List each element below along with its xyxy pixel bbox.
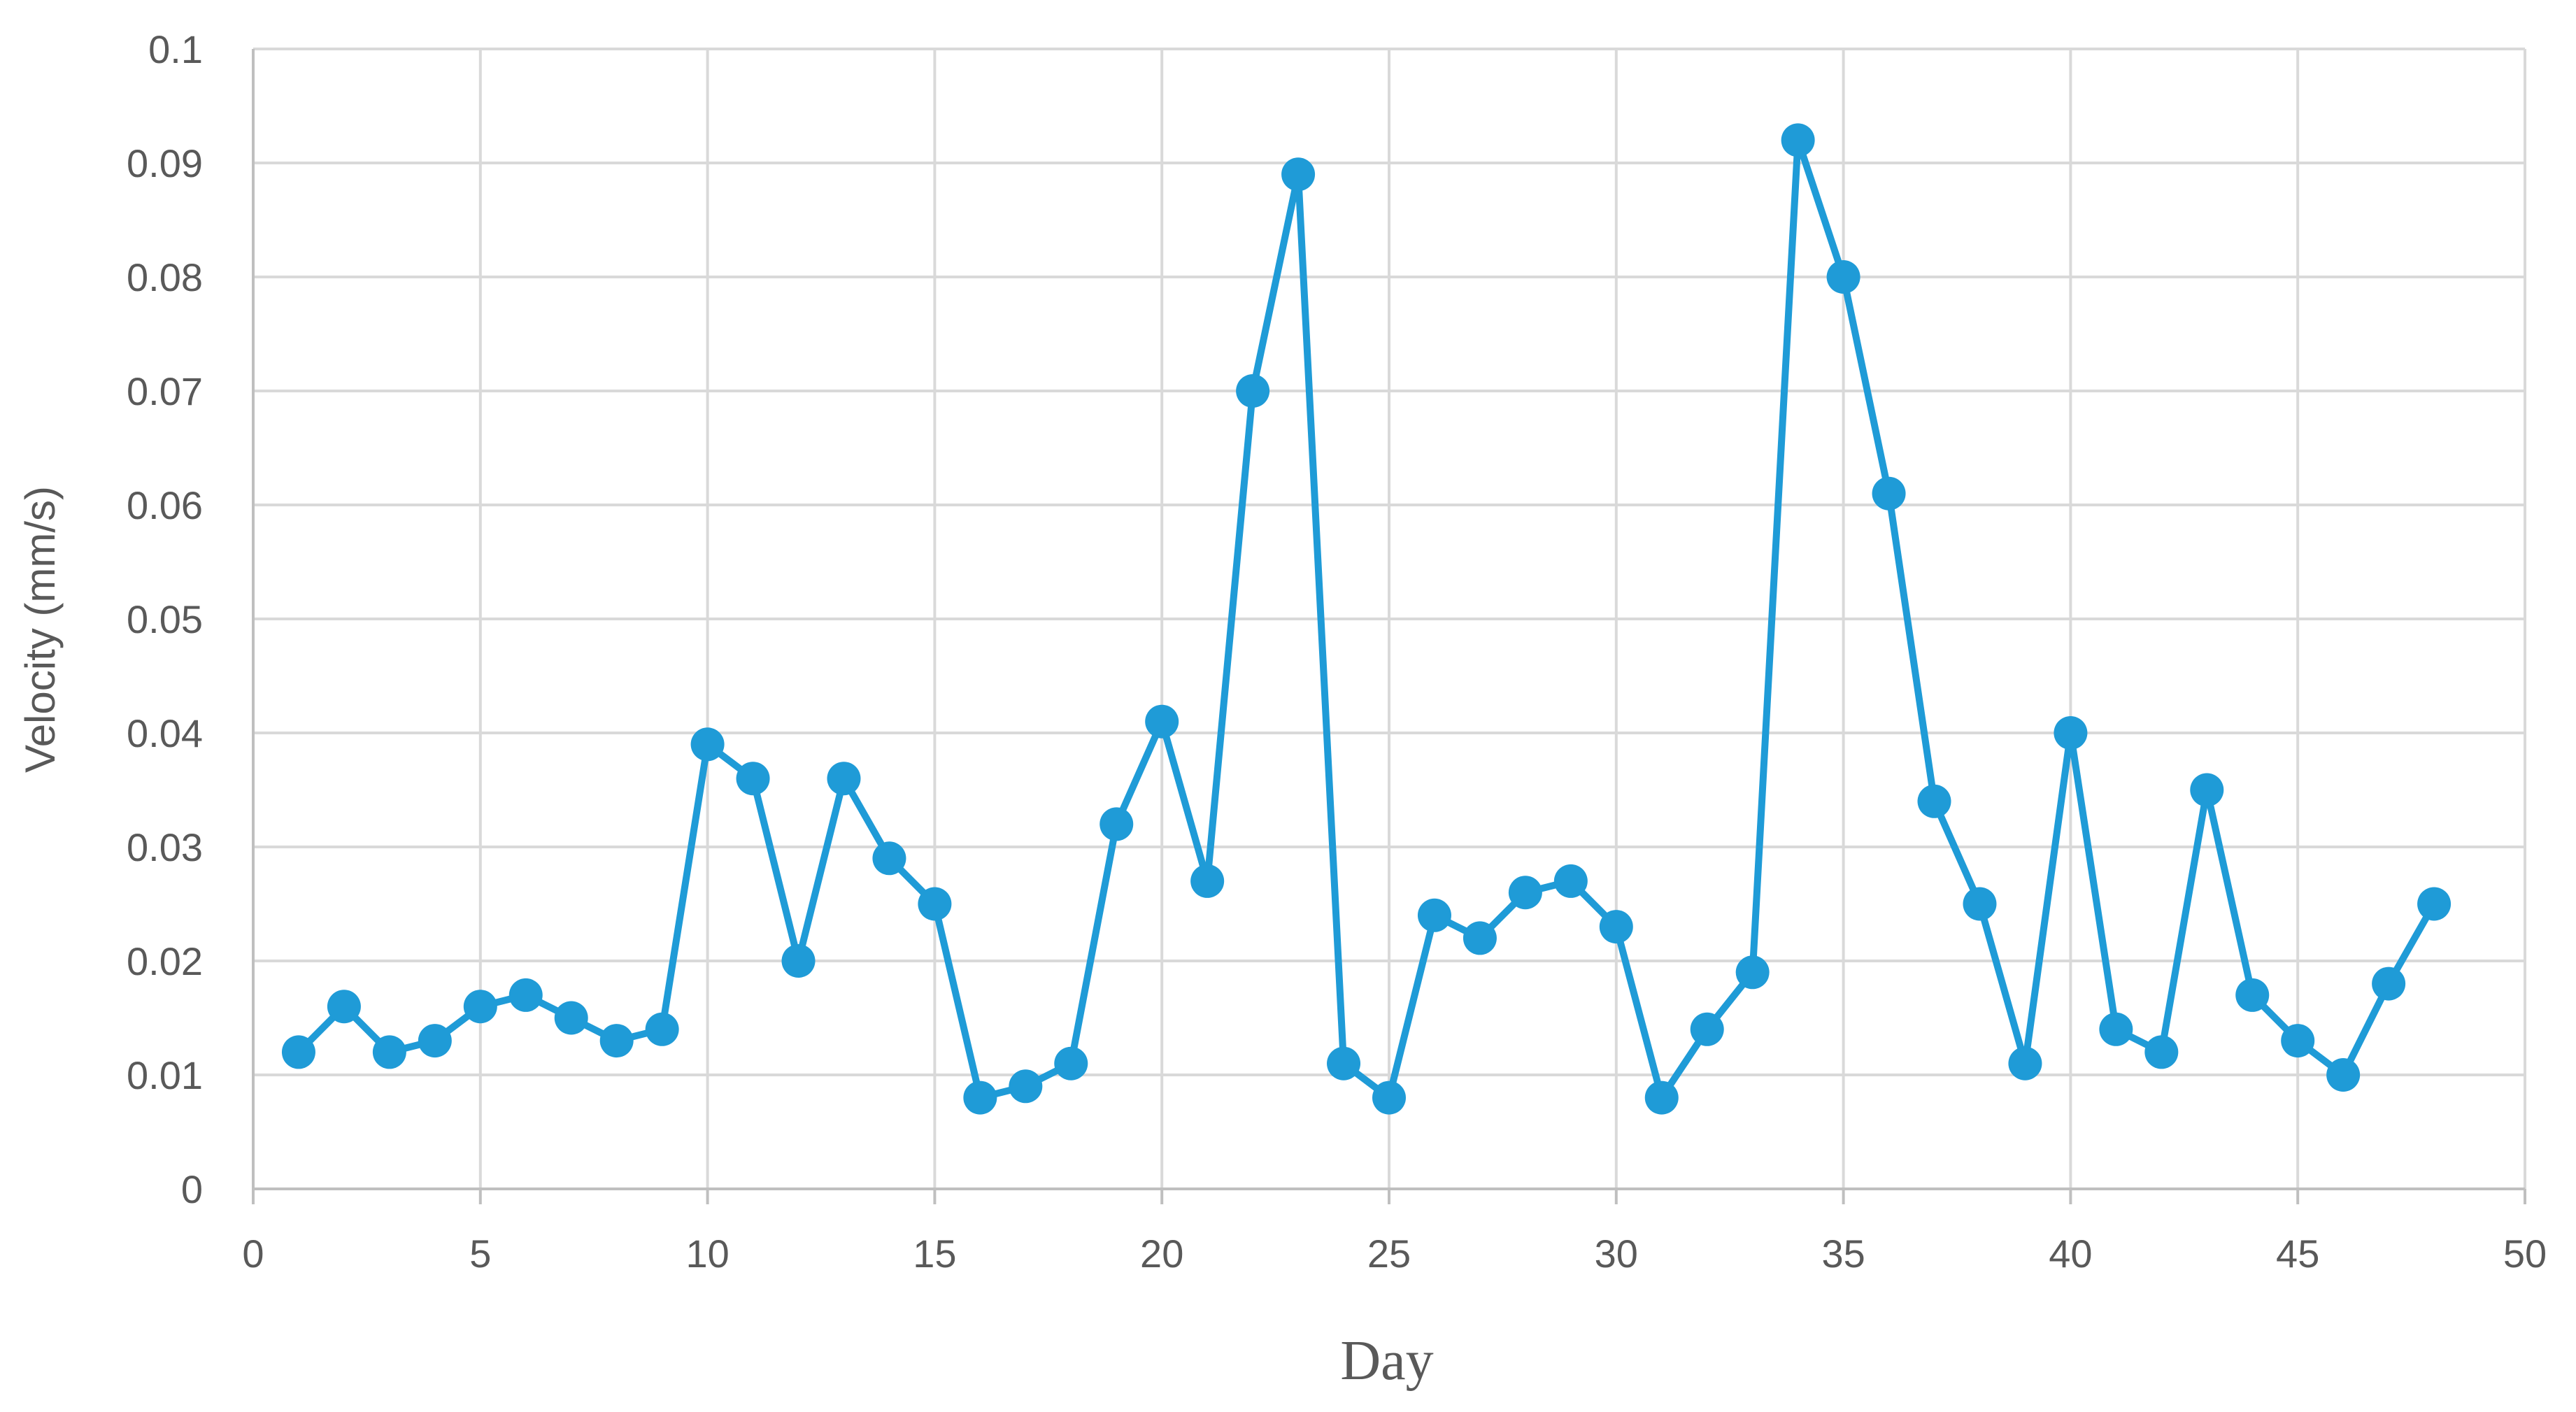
y-tick-label: 0.05 [127, 597, 203, 641]
x-axis-title: Day [1340, 1330, 1433, 1392]
x-tick-label: 25 [1367, 1232, 1411, 1276]
tick-labels: 0 0.01 0.02 0.03 0.04 0.05 0.06 0.07 0.08 0.09 0.1… [127, 27, 2547, 1276]
x-tick-label: 0 [242, 1232, 264, 1276]
data-point [1236, 374, 1270, 408]
data-point [872, 841, 906, 876]
data-point [1190, 864, 1225, 898]
data-point [1644, 1081, 1679, 1115]
y-tick-label: 0.02 [127, 939, 203, 983]
data-point [1826, 260, 1860, 294]
data-point [827, 762, 861, 796]
gridlines [253, 48, 2526, 1189]
data-point [2054, 716, 2088, 750]
data-point [918, 887, 952, 921]
x-tick-label: 15 [913, 1232, 956, 1276]
data-point [1599, 910, 1633, 944]
data-point [1372, 1081, 1406, 1115]
y-tick-label: 0.06 [127, 483, 203, 527]
x-tick-label: 35 [1821, 1232, 1865, 1276]
data-point [2235, 978, 2270, 1012]
series-velocity [281, 123, 2452, 1115]
data-point [1417, 898, 1451, 932]
data-point [1281, 157, 1316, 192]
data-point [2099, 1012, 2133, 1046]
data-point [2326, 1058, 2361, 1092]
data-point [1145, 704, 1179, 739]
y-axis-title: Velocity (mm/s) [17, 486, 64, 773]
data-point [1690, 1012, 1724, 1046]
data-point [1963, 887, 1997, 921]
y-tick-label: 0.09 [127, 141, 203, 185]
x-tick-label: 10 [685, 1232, 729, 1276]
data-point [418, 1024, 452, 1058]
data-point [781, 944, 816, 978]
data-point [1100, 807, 1134, 841]
data-point [963, 1081, 997, 1115]
data-point [1508, 876, 1542, 910]
y-tick-label: 0.03 [127, 825, 203, 869]
x-tick-label: 30 [1595, 1232, 1638, 1276]
data-point [1054, 1046, 1088, 1081]
data-point [2372, 967, 2406, 1001]
data-point [2417, 887, 2452, 921]
data-point [281, 1035, 315, 1069]
y-tick-label: 0.08 [127, 255, 203, 299]
data-point [599, 1024, 634, 1058]
y-tick-label: 0 [181, 1167, 203, 1211]
data-point [2190, 773, 2224, 807]
data-point [463, 990, 497, 1024]
data-point [1553, 864, 1588, 898]
axes [252, 49, 2526, 1204]
data-point [1463, 921, 1497, 955]
y-tick-label: 0.07 [127, 369, 203, 413]
data-point [1009, 1069, 1043, 1104]
data-point [2281, 1024, 2315, 1058]
data-point [690, 727, 725, 762]
y-tick-label: 0.1 [148, 27, 203, 71]
y-tick-label: 0.04 [127, 711, 203, 755]
data-point [1917, 784, 1951, 818]
x-tick-label: 5 [469, 1232, 491, 1276]
x-tick-label: 50 [2503, 1232, 2547, 1276]
x-tick-label: 45 [2276, 1232, 2319, 1276]
data-point [645, 1012, 679, 1046]
x-tick-label: 20 [1140, 1232, 1183, 1276]
data-point [1872, 476, 1906, 511]
data-point [327, 990, 361, 1024]
y-tick-label: 0.01 [127, 1053, 203, 1097]
data-point [1327, 1046, 1361, 1081]
data-point [2008, 1046, 2042, 1081]
x-tick-label: 40 [2049, 1232, 2092, 1276]
data-point [1781, 123, 1815, 157]
data-point [508, 978, 543, 1012]
data-point [736, 762, 770, 796]
data-point [1735, 955, 1770, 990]
data-point [2144, 1035, 2179, 1069]
data-point [554, 1001, 588, 1035]
data-point [372, 1035, 406, 1069]
